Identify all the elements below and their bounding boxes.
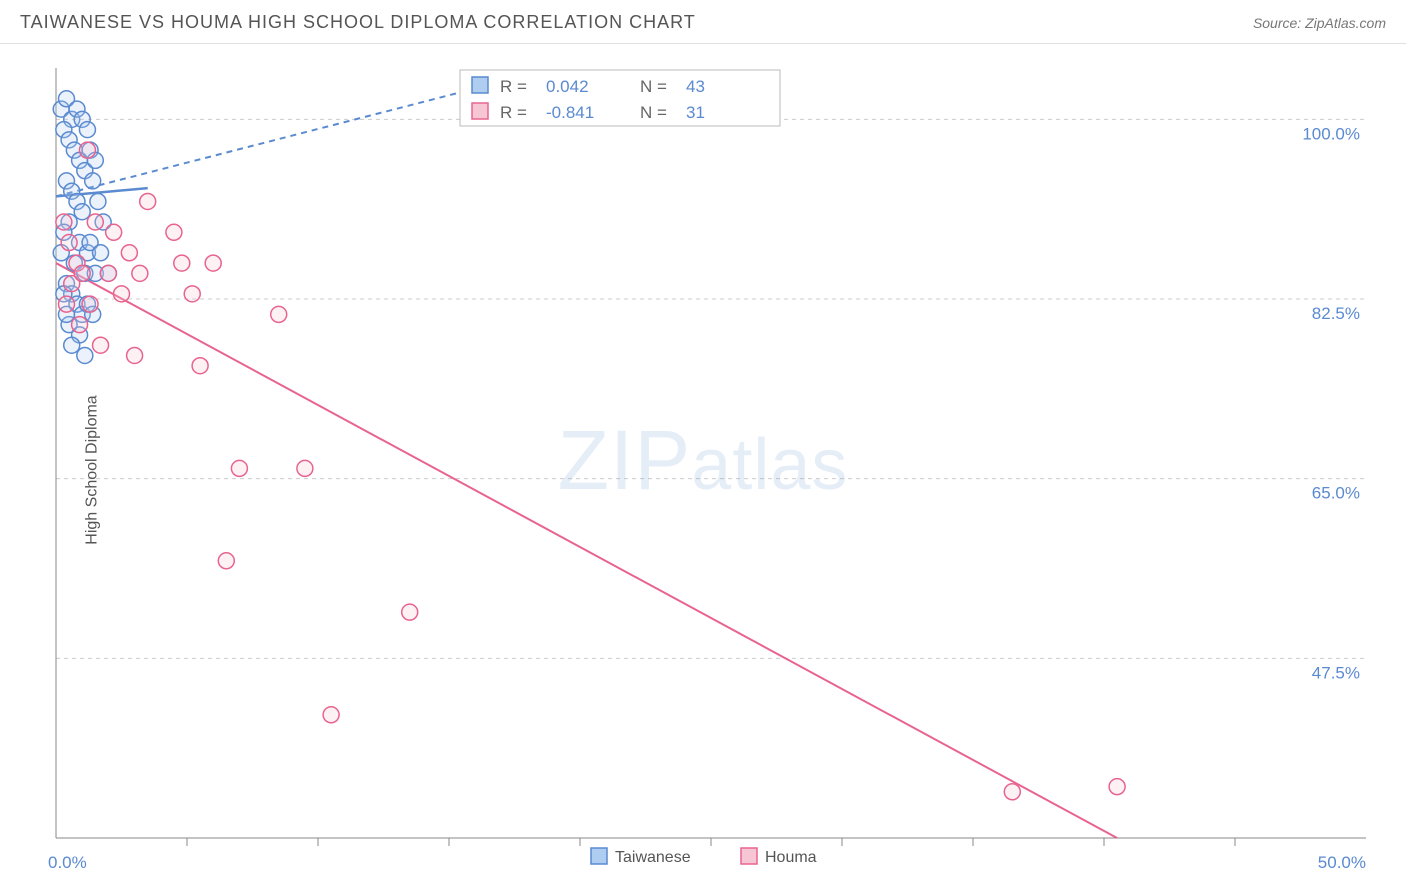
taiwanese-point	[74, 204, 90, 220]
taiwanese-swatch-icon	[472, 77, 488, 93]
houma-point	[184, 286, 200, 302]
taiwanese-point	[64, 337, 80, 353]
houma-n-value: 31	[686, 103, 705, 122]
houma-swatch-icon	[472, 103, 488, 119]
chart-title: TAIWANESE VS HOUMA HIGH SCHOOL DIPLOMA C…	[20, 12, 696, 33]
taiwanese-point	[85, 173, 101, 189]
houma-point	[106, 224, 122, 240]
houma-r-label: R =	[500, 103, 527, 122]
houma-point	[297, 460, 313, 476]
houma-point	[323, 707, 339, 723]
houma-point	[82, 296, 98, 312]
houma-point	[74, 265, 90, 281]
taiwanese-r-label: R =	[500, 77, 527, 96]
houma-point	[121, 245, 137, 261]
taiwanese-n-value: 43	[686, 77, 705, 96]
houma-point	[114, 286, 130, 302]
houma-point	[174, 255, 190, 271]
taiwanese-regression-line	[56, 89, 475, 197]
x-label-left: 0.0%	[48, 853, 87, 872]
y-axis-label: High School Diploma	[84, 395, 102, 544]
houma-point	[1004, 784, 1020, 800]
houma-point	[402, 604, 418, 620]
houma-point	[61, 235, 77, 251]
houma-point	[205, 255, 221, 271]
y-tick-label: 65.0%	[1312, 484, 1360, 503]
scatter-plot: 100.0% 82.5% 65.0% 47.5% 0.0% 50.0% R = 0.042 N …	[0, 48, 1406, 892]
taiwanese-n-label: N =	[640, 77, 667, 96]
taiwanese-legend-label: Taiwanese	[615, 849, 691, 866]
taiwanese-point	[77, 347, 93, 363]
houma-point	[58, 296, 74, 312]
houma-n-label: N =	[640, 103, 667, 122]
houma-point	[93, 337, 109, 353]
houma-point	[218, 553, 234, 569]
houma-point	[87, 214, 103, 230]
taiwanese-legend-swatch-icon	[591, 848, 607, 864]
houma-point	[140, 193, 156, 209]
houma-legend-swatch-icon	[741, 848, 757, 864]
houma-point	[192, 358, 208, 374]
source-attribution: Source: ZipAtlas.com	[1253, 15, 1386, 31]
houma-regression-line	[56, 263, 1117, 838]
taiwanese-point	[93, 245, 109, 261]
houma-point	[79, 142, 95, 158]
houma-point	[271, 306, 287, 322]
chart-header: TAIWANESE VS HOUMA HIGH SCHOOL DIPLOMA C…	[0, 0, 1406, 44]
x-label-right: 50.0%	[1318, 853, 1366, 872]
taiwanese-point	[79, 122, 95, 138]
y-tick-label: 82.5%	[1312, 304, 1360, 323]
y-tick-label: 47.5%	[1312, 663, 1360, 682]
houma-point	[1109, 779, 1125, 795]
houma-r-value: -0.841	[546, 103, 594, 122]
taiwanese-r-value: 0.042	[546, 77, 589, 96]
houma-point	[132, 265, 148, 281]
houma-point	[166, 224, 182, 240]
houma-point	[56, 214, 72, 230]
houma-point	[231, 460, 247, 476]
houma-point	[72, 317, 88, 333]
houma-legend-label: Houma	[765, 849, 817, 866]
houma-point	[127, 347, 143, 363]
chart-container: High School Diploma 100.0% 82.5% 65.0% 47.5…	[0, 48, 1406, 892]
y-tick-label: 100.0%	[1302, 124, 1360, 143]
houma-point	[100, 265, 116, 281]
taiwanese-point	[90, 193, 106, 209]
